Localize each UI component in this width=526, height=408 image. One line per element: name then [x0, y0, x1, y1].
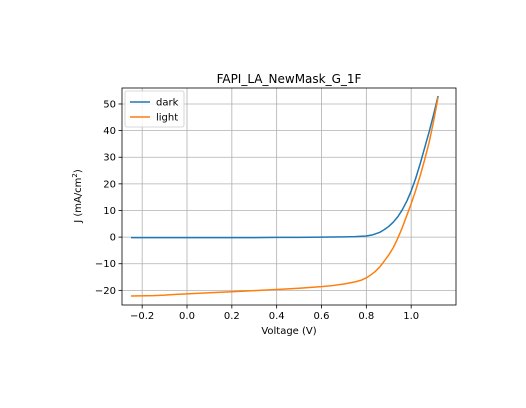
chart-title: FAPI_LA_NewMask_G_1F — [217, 72, 362, 86]
y-axis-label: J (mA/cm2) — [71, 169, 84, 224]
y-tick-label: 50 — [103, 99, 116, 110]
x-tick-label: 0.8 — [358, 311, 374, 322]
plot-frame — [121, 87, 457, 306]
x-tick-label: 0.4 — [269, 311, 285, 322]
y-axis-label-superscript: 2 — [71, 173, 79, 177]
series-line-dark — [130, 95, 439, 239]
y-tick-label: 20 — [103, 179, 116, 190]
y-tick-label: −10 — [95, 259, 116, 270]
x-tick-label: 0.0 — [179, 311, 195, 322]
y-tick-label: 40 — [103, 126, 116, 137]
legend-label-dark: dark — [156, 98, 179, 109]
y-ticks: −20 −10 0 10 20 30 40 50 — [95, 99, 122, 297]
legend: dark light — [124, 90, 185, 128]
legend-box — [124, 90, 185, 128]
y-tick-label: −20 — [95, 286, 116, 297]
series-line-light — [130, 97, 439, 297]
y-tick-label: 30 — [103, 153, 116, 164]
x-tick-label: 0.6 — [314, 311, 330, 322]
y-tick-label: 0 — [110, 233, 116, 244]
x-ticks: −0.2 0.0 0.2 0.4 0.6 0.8 1.0 — [130, 305, 419, 322]
legend-label-light: light — [156, 113, 178, 124]
y-axis-label-close: ) — [73, 169, 84, 173]
x-tick-label: 0.2 — [224, 311, 240, 322]
series-lines — [130, 95, 439, 297]
x-tick-label: −0.2 — [130, 311, 154, 322]
y-tick-label: 10 — [103, 206, 116, 217]
y-axis-label-main: J (mA/cm — [73, 178, 84, 224]
x-axis-label: Voltage (V) — [261, 326, 316, 337]
x-tick-label: 1.0 — [403, 311, 419, 322]
